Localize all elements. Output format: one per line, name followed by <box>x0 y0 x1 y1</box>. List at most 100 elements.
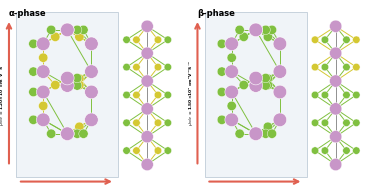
Circle shape <box>123 36 130 43</box>
Circle shape <box>51 80 60 90</box>
Circle shape <box>343 147 350 154</box>
Circle shape <box>123 147 130 154</box>
Circle shape <box>217 115 226 125</box>
Circle shape <box>133 63 140 71</box>
Circle shape <box>261 129 270 138</box>
Circle shape <box>79 25 88 35</box>
Circle shape <box>343 119 350 126</box>
Bar <box>205 12 307 177</box>
Circle shape <box>60 127 74 141</box>
Circle shape <box>227 101 236 111</box>
Circle shape <box>225 37 238 51</box>
Circle shape <box>72 73 82 83</box>
Circle shape <box>353 63 360 71</box>
Circle shape <box>141 75 153 87</box>
Circle shape <box>311 36 319 43</box>
Circle shape <box>39 101 48 111</box>
Circle shape <box>154 91 162 99</box>
Circle shape <box>72 25 82 35</box>
Circle shape <box>217 67 226 76</box>
Circle shape <box>72 129 82 138</box>
Circle shape <box>273 65 287 78</box>
Circle shape <box>123 119 130 126</box>
Circle shape <box>217 39 226 48</box>
Circle shape <box>133 119 140 126</box>
Circle shape <box>330 158 342 171</box>
Circle shape <box>330 131 342 143</box>
Circle shape <box>85 113 98 127</box>
Circle shape <box>46 129 56 138</box>
Circle shape <box>311 91 319 99</box>
Circle shape <box>249 127 263 141</box>
Circle shape <box>225 85 238 99</box>
Circle shape <box>60 127 74 141</box>
Circle shape <box>164 36 171 43</box>
Circle shape <box>225 65 238 78</box>
Circle shape <box>164 63 171 71</box>
Circle shape <box>353 36 360 43</box>
Circle shape <box>235 129 244 138</box>
Circle shape <box>154 63 162 71</box>
Circle shape <box>154 36 162 43</box>
Circle shape <box>353 91 360 99</box>
Circle shape <box>263 32 273 42</box>
Circle shape <box>72 81 82 90</box>
Circle shape <box>51 32 60 42</box>
Text: $\mu_{hole}$ = 0.38×10⁴ cm²V⁻¹S⁻¹: $\mu_{hole}$ = 0.38×10⁴ cm²V⁻¹S⁻¹ <box>27 188 106 189</box>
Circle shape <box>263 74 273 83</box>
Text: $\mu_{hole}$ = 1.20×10⁴ cm²V⁻¹S⁻¹: $\mu_{hole}$ = 1.20×10⁴ cm²V⁻¹S⁻¹ <box>0 60 6 126</box>
Circle shape <box>141 131 153 143</box>
Circle shape <box>141 103 153 115</box>
Circle shape <box>39 53 48 62</box>
Circle shape <box>249 127 263 141</box>
Circle shape <box>60 79 74 92</box>
Circle shape <box>75 74 84 83</box>
Circle shape <box>235 25 244 35</box>
Circle shape <box>267 25 277 35</box>
Circle shape <box>330 103 342 115</box>
Circle shape <box>36 37 50 51</box>
Circle shape <box>85 37 98 51</box>
Text: $\mu_{hole}$ = 0.49×10⁴ cm²V⁻¹S⁻¹: $\mu_{hole}$ = 0.49×10⁴ cm²V⁻¹S⁻¹ <box>216 188 294 189</box>
Circle shape <box>85 85 98 99</box>
Circle shape <box>321 119 329 126</box>
Circle shape <box>29 39 38 48</box>
Circle shape <box>75 80 84 90</box>
Circle shape <box>141 158 153 171</box>
Circle shape <box>249 23 263 37</box>
Circle shape <box>60 23 74 37</box>
Circle shape <box>239 80 248 90</box>
Circle shape <box>343 91 350 99</box>
Circle shape <box>353 147 360 154</box>
Circle shape <box>141 47 153 59</box>
Circle shape <box>123 63 130 71</box>
Circle shape <box>227 53 236 62</box>
Text: α-phase: α-phase <box>9 9 47 18</box>
Circle shape <box>29 115 38 125</box>
Circle shape <box>60 23 74 37</box>
Circle shape <box>330 20 342 33</box>
Text: β-phase: β-phase <box>198 9 236 18</box>
Circle shape <box>343 36 350 43</box>
Circle shape <box>123 91 130 99</box>
Circle shape <box>267 129 277 138</box>
Circle shape <box>261 81 270 90</box>
Circle shape <box>311 147 319 154</box>
Circle shape <box>141 20 153 33</box>
Circle shape <box>75 122 84 131</box>
Circle shape <box>249 23 263 37</box>
Circle shape <box>154 119 162 126</box>
Circle shape <box>311 63 319 71</box>
Circle shape <box>343 63 350 71</box>
Circle shape <box>321 36 329 43</box>
Circle shape <box>46 25 56 35</box>
Circle shape <box>36 65 50 78</box>
Circle shape <box>60 71 74 85</box>
Circle shape <box>133 147 140 154</box>
Circle shape <box>353 119 360 126</box>
Circle shape <box>85 65 98 78</box>
Circle shape <box>164 91 171 99</box>
Circle shape <box>36 85 50 99</box>
Circle shape <box>263 122 273 131</box>
Circle shape <box>75 32 84 42</box>
